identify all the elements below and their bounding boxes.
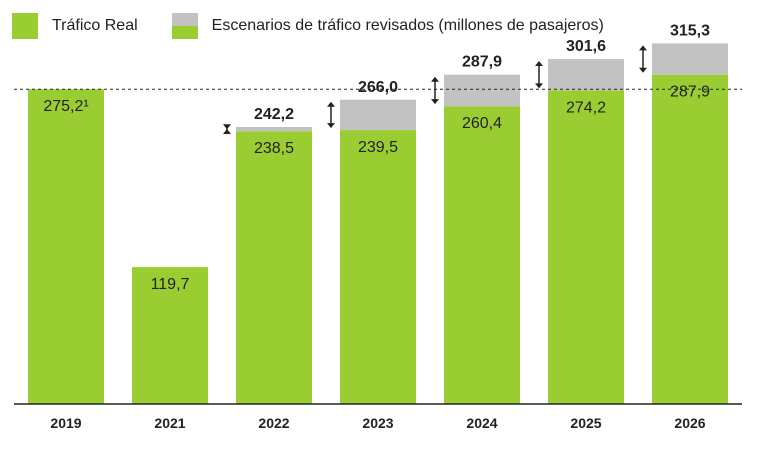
base-label-2019: 275,2¹	[43, 98, 88, 115]
base-label-2024: 260,4	[462, 115, 502, 132]
tick-label-2024: 2024	[466, 415, 497, 431]
base-label-2026: 287,9	[670, 84, 710, 101]
tick-label-2019: 2019	[50, 415, 81, 431]
bar-real-2019	[28, 89, 104, 405]
legend-item-real: Tráfico Real	[12, 13, 138, 39]
bar-real-2024	[444, 106, 520, 404]
legend: Tráfico Real Escenarios de tráfico revis…	[12, 12, 638, 40]
total-label-2023: 266,0	[358, 79, 398, 96]
arrow-head-up-2026	[639, 45, 647, 51]
bar-scenario-2024	[444, 74, 520, 107]
arrow-head-down-2022	[223, 124, 231, 130]
tick-label-2026: 2026	[674, 415, 705, 431]
base-label-2022: 238,5	[254, 140, 294, 157]
legend-label-scenarios: Escenarios de tráfico revisados (millone…	[211, 17, 604, 34]
legend-label-real: Tráfico Real	[52, 17, 138, 34]
bar-scenario-2025	[548, 59, 624, 91]
bar-real-2022	[236, 131, 312, 404]
total-label-2024: 287,9	[462, 54, 502, 71]
total-label-2022: 242,2	[254, 106, 294, 123]
base-label-2025: 274,2	[566, 99, 606, 116]
total-label-2025: 301,6	[566, 38, 606, 55]
arrow-head-up-2025	[535, 61, 543, 67]
bar-scenario-2022	[236, 126, 312, 132]
legend-item-scenarios: Escenarios de tráfico revisados (millone…	[171, 13, 604, 39]
tick-label-2021: 2021	[154, 415, 185, 431]
total-label-2026: 315,3	[670, 22, 710, 39]
bar-real-2026	[652, 74, 728, 404]
arrow-head-down-2024	[431, 99, 439, 105]
tick-label-2023: 2023	[362, 415, 393, 431]
arrow-head-up-2023	[327, 101, 335, 107]
bar-real-2021	[132, 267, 208, 404]
legend-swatch-real	[12, 13, 38, 39]
legend-swatch-scenarios	[171, 13, 198, 39]
arrow-head-down-2025	[535, 83, 543, 89]
arrow-head-up-2022	[223, 128, 231, 134]
arrow-head-down-2023	[327, 123, 335, 129]
bar-real-2025	[548, 90, 624, 404]
base-label-2023: 239,5	[358, 139, 398, 156]
arrow-head-up-2024	[431, 76, 439, 82]
bar-scenario-2026	[652, 43, 728, 75]
tick-label-2022: 2022	[258, 415, 289, 431]
base-label-2021: 119,7	[151, 276, 190, 293]
bar-scenario-2023	[340, 99, 416, 131]
bar-real-2023	[340, 130, 416, 404]
tick-label-2025: 2025	[570, 415, 601, 431]
arrow-head-down-2026	[639, 67, 647, 73]
